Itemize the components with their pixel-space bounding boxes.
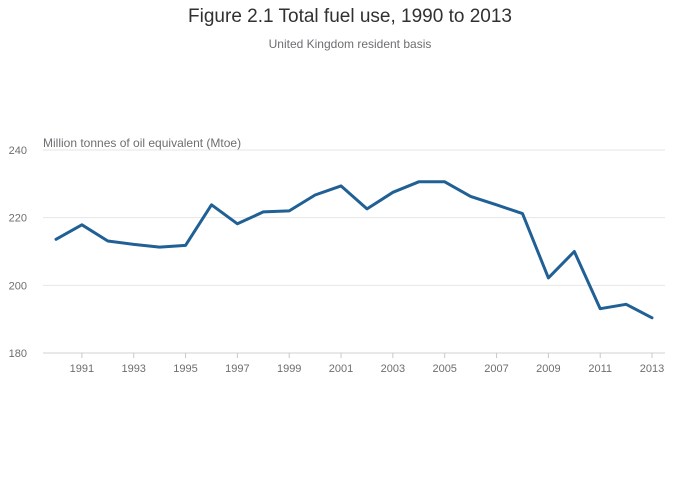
data-point[interactable]	[467, 192, 475, 200]
x-tick-label: 2007	[484, 363, 508, 375]
data-point[interactable]	[104, 237, 112, 245]
data-point[interactable]	[78, 221, 86, 229]
y-tick-label: 240	[9, 145, 27, 157]
data-point[interactable]	[622, 300, 630, 308]
chart-title: Figure 2.1 Total fuel use, 1990 to 2013	[188, 6, 512, 27]
data-point[interactable]	[233, 220, 241, 228]
x-tick-label: 1995	[173, 363, 197, 375]
data-point[interactable]	[596, 305, 604, 313]
x-tick-label: 2013	[640, 363, 664, 375]
y-tick-label: 180	[9, 348, 27, 360]
series-line-0[interactable]	[54, 180, 654, 320]
y-tick-label: 200	[9, 280, 27, 292]
data-point[interactable]	[337, 182, 345, 190]
data-point[interactable]	[182, 241, 190, 249]
x-tick-label: 2009	[536, 363, 560, 375]
x-tick-label: 1999	[277, 363, 301, 375]
series-layer	[52, 178, 656, 322]
data-point[interactable]	[207, 201, 215, 209]
data-point[interactable]	[415, 178, 423, 186]
data-point[interactable]	[259, 208, 267, 216]
x-tick-label: 2003	[381, 363, 405, 375]
data-point[interactable]	[570, 248, 578, 256]
data-point[interactable]	[156, 243, 164, 251]
data-point[interactable]	[544, 274, 552, 282]
x-tick-label: 2011	[588, 363, 612, 375]
data-point[interactable]	[285, 207, 293, 215]
data-point[interactable]	[311, 191, 319, 199]
chart-subtitle: United Kingdom resident basis	[268, 37, 432, 51]
data-point[interactable]	[493, 201, 501, 209]
data-point[interactable]	[518, 210, 526, 218]
data-point[interactable]	[363, 205, 371, 213]
x-tick-label: 2001	[329, 363, 353, 375]
x-tick-label: 1991	[70, 363, 94, 375]
data-point[interactable]	[441, 178, 449, 186]
grid-layer	[43, 149, 665, 354]
x-tick-label: 1997	[225, 363, 249, 375]
y-tick-label: 220	[9, 213, 27, 225]
x-tick-label: 1993	[121, 363, 145, 375]
data-point[interactable]	[648, 314, 656, 322]
data-point[interactable]	[130, 240, 138, 248]
data-point[interactable]	[389, 188, 397, 196]
axis-layer: 180 200 220 240 1991 1993 1995 1997 1999 2001 2003…	[9, 145, 665, 375]
y-axis-title: Million tonnes of oil equivalent (Mtoe)	[43, 136, 242, 150]
x-tick-label: 2005	[432, 363, 456, 375]
data-point[interactable]	[52, 235, 60, 243]
